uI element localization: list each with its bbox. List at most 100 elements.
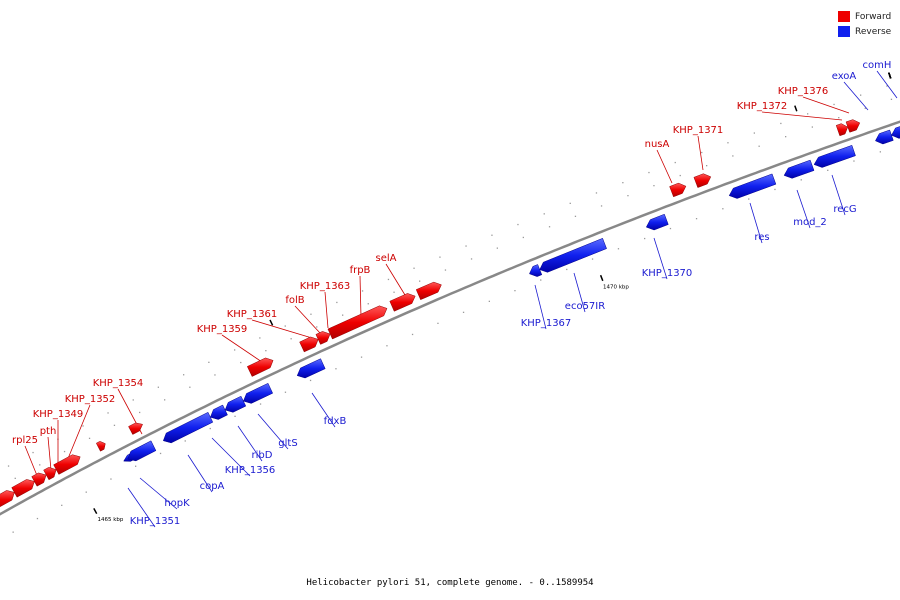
minor-tick-dot bbox=[522, 236, 524, 239]
gene-label-KHP_1356[interactable]: KHP_1356 bbox=[225, 465, 276, 476]
gene-res[interactable] bbox=[728, 173, 777, 199]
minor-tick-dot bbox=[732, 155, 734, 157]
gene-hopK[interactable] bbox=[127, 440, 157, 462]
connector-KHP_1351 bbox=[127, 487, 156, 528]
forward-swatch-icon bbox=[838, 11, 850, 22]
gene-small-forward[interactable] bbox=[95, 441, 106, 452]
minor-tick-dot bbox=[491, 234, 493, 236]
gene-label-copA[interactable]: copA bbox=[200, 481, 225, 492]
gene-exoA[interactable] bbox=[875, 129, 894, 145]
major-tick bbox=[93, 508, 98, 515]
genes bbox=[0, 119, 900, 509]
gene-label-KHP_1363[interactable]: KHP_1363 bbox=[300, 281, 351, 292]
gene-KHP_1359[interactable] bbox=[246, 357, 274, 377]
gene-KHP_1371[interactable] bbox=[693, 173, 712, 188]
gene-recG[interactable] bbox=[813, 144, 856, 168]
gene-label-KHP_1352[interactable]: KHP_1352 bbox=[65, 394, 116, 405]
gene-KHP_1376[interactable] bbox=[845, 119, 861, 133]
minor-tick-dot bbox=[159, 452, 162, 455]
gene-label-frpB[interactable]: frpB bbox=[350, 265, 371, 276]
gene-ribD[interactable] bbox=[224, 395, 247, 413]
gene-label-pth[interactable]: pth bbox=[40, 426, 57, 437]
gene-extra-forward[interactable] bbox=[53, 454, 81, 475]
minor-tick-dot bbox=[411, 333, 414, 336]
minor-tick-dot bbox=[259, 337, 261, 339]
minor-tick-dot bbox=[600, 205, 603, 207]
minor-tick-dot bbox=[811, 126, 813, 128]
gene-eco57IR[interactable] bbox=[539, 237, 607, 273]
minor-tick-dot bbox=[890, 98, 893, 100]
gene-label-KHP_1372[interactable]: KHP_1372 bbox=[737, 101, 788, 112]
gene-label-comH[interactable]: comH bbox=[863, 60, 892, 71]
minor-tick-dot bbox=[595, 192, 598, 194]
gene-label-recG[interactable]: recG bbox=[833, 204, 856, 215]
gene-KHP_1352[interactable] bbox=[43, 467, 57, 481]
gene-label-KHP_1354[interactable]: KHP_1354 bbox=[93, 378, 144, 389]
gene-frpB[interactable] bbox=[389, 293, 416, 312]
gene-label-nusA[interactable]: nusA bbox=[645, 139, 670, 150]
minor-tick-dot bbox=[470, 258, 473, 260]
gene-folB[interactable] bbox=[315, 331, 331, 345]
gene-KHP_1363[interactable] bbox=[327, 305, 388, 340]
gene-label-hopK[interactable]: hopK bbox=[164, 498, 190, 509]
figure-caption: Helicobacter pylori 51, complete genome.… bbox=[306, 578, 594, 588]
gene-pth[interactable] bbox=[11, 479, 35, 498]
gene-label-eco57IR[interactable]: eco57IR bbox=[565, 301, 605, 312]
minor-tick-dot bbox=[722, 208, 724, 210]
gene-copA[interactable] bbox=[162, 411, 214, 444]
gene-label-KHP_1367[interactable]: KHP_1367 bbox=[521, 318, 572, 329]
gene-mod_2[interactable] bbox=[783, 159, 815, 179]
minor-tick-dot bbox=[113, 424, 116, 426]
minor-tick-dot bbox=[780, 122, 782, 125]
minor-tick-dot bbox=[753, 132, 755, 134]
minor-tick-dot bbox=[110, 478, 112, 480]
minor-tick-dot bbox=[860, 94, 862, 96]
gene-label-mod_2[interactable]: mod_2 bbox=[793, 217, 827, 228]
gene-label-selA[interactable]: selA bbox=[376, 253, 397, 264]
tick-label: 1465 kbp bbox=[98, 517, 124, 523]
gene-comH[interactable] bbox=[891, 124, 900, 139]
minor-tick-dot bbox=[135, 465, 137, 467]
gene-KHP_1356[interactable] bbox=[210, 404, 228, 420]
connector-KHP_1367 bbox=[534, 284, 547, 330]
minor-tick-dot bbox=[209, 427, 211, 430]
gene-KHP_1349[interactable] bbox=[31, 472, 47, 487]
gene-label-exoA[interactable]: exoA bbox=[832, 71, 857, 82]
minor-tick-dot bbox=[386, 345, 388, 347]
gene-label-KHP_1349[interactable]: KHP_1349 bbox=[33, 409, 84, 420]
connector-mod_2 bbox=[796, 189, 811, 229]
gene-KHP_1367[interactable] bbox=[529, 264, 543, 277]
gene-label-KHP_1351[interactable]: KHP_1351 bbox=[130, 516, 181, 527]
minor-tick-dot bbox=[284, 391, 287, 393]
minor-tick-dot bbox=[727, 142, 729, 144]
tick-label: 1470 kbp bbox=[603, 284, 629, 290]
gene-label-KHP_1370[interactable]: KHP_1370 bbox=[642, 268, 693, 279]
gene-rpl25[interactable] bbox=[0, 490, 15, 509]
gene-nusA[interactable] bbox=[669, 182, 687, 198]
gene-label-KHP_1361[interactable]: KHP_1361 bbox=[227, 309, 278, 320]
gene-KHP_1370[interactable] bbox=[645, 213, 669, 231]
gene-KHP_1372[interactable] bbox=[835, 123, 849, 137]
minor-tick-dot bbox=[517, 223, 519, 226]
minor-tick-dot bbox=[439, 256, 441, 258]
gene-label-KHP_1371[interactable]: KHP_1371 bbox=[673, 125, 724, 136]
minor-tick-dot bbox=[39, 464, 41, 466]
gene-label-gltS[interactable]: gltS bbox=[278, 438, 297, 449]
gene-fdxB[interactable] bbox=[296, 358, 326, 379]
gene-label-KHP_1376[interactable]: KHP_1376 bbox=[778, 86, 829, 97]
minor-tick-dot bbox=[265, 350, 267, 352]
gene-label-rpl25[interactable]: rpl25 bbox=[12, 435, 38, 446]
reverse-swatch-icon bbox=[838, 26, 850, 37]
gene-label-res[interactable]: res bbox=[754, 232, 769, 243]
gene-label-fdxB[interactable]: fdxB bbox=[324, 416, 347, 427]
gene-label-ribD[interactable]: ribD bbox=[252, 450, 273, 461]
minor-tick-dot bbox=[462, 311, 465, 313]
gene-label-folB[interactable]: folB bbox=[285, 295, 304, 306]
gene-KHP_1361[interactable] bbox=[299, 336, 319, 353]
gene-gltS[interactable] bbox=[243, 382, 274, 404]
gene-KHP_1354[interactable] bbox=[128, 422, 143, 435]
gene-selA[interactable] bbox=[415, 281, 442, 301]
minor-tick-dot bbox=[706, 165, 708, 167]
gene-label-KHP_1359[interactable]: KHP_1359 bbox=[197, 324, 248, 335]
